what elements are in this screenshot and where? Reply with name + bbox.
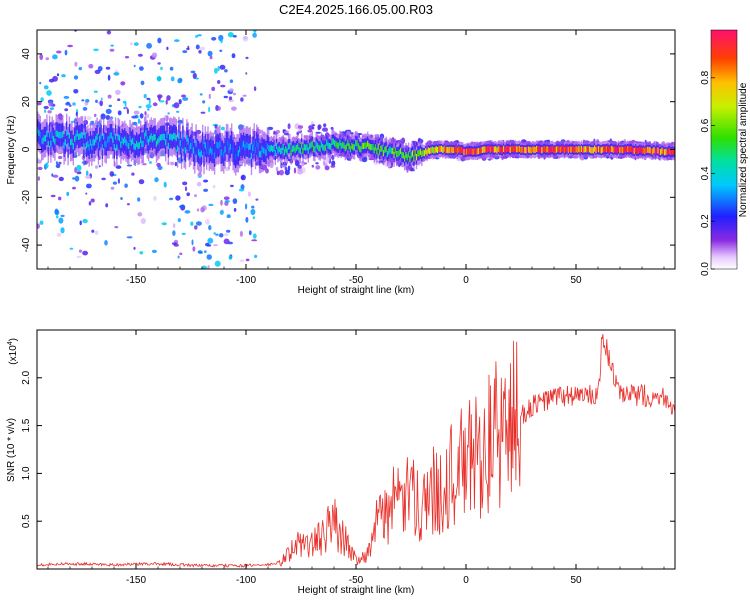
x-tick-label: 50 — [570, 575, 582, 586]
x-tick-label: -100 — [236, 575, 256, 586]
y-tick-label: 40 — [21, 48, 32, 60]
x-tick-label: -150 — [126, 275, 146, 286]
figure-title: C2E4.2025.166.05.00.R03 — [279, 2, 433, 17]
spectrogram-ylabel: Frequency (Hz) — [6, 116, 17, 185]
x-tick-label: 50 — [570, 275, 582, 286]
snr-plot-area — [37, 330, 675, 569]
snr-ticks: -150 -100 -50 0 50 0.5 1.0 1.5 2.0 — [21, 330, 675, 586]
colorbar-ticks: 0.0 0.2 0.4 0.6 0.8 — [700, 70, 715, 276]
x-tick-label: -50 — [349, 575, 364, 586]
x-tick-label: 0 — [463, 275, 469, 286]
snr-multiplier-close: ) — [8, 338, 19, 341]
y-tick-label: 1.0 — [21, 466, 32, 480]
colorbar-tick-label: 0.4 — [700, 166, 711, 180]
y-tick-label: 0 — [21, 146, 32, 152]
x-tick-label: -150 — [126, 575, 146, 586]
y-tick-label: 1.5 — [21, 418, 32, 432]
colorbar-gradient — [711, 30, 737, 269]
snr-panel: -150 -100 -50 0 50 0.5 1.0 1.5 2.0 Height of str… — [6, 329, 676, 596]
snr-ylabel: SNR (10 * v/v) — [6, 418, 17, 482]
y-tick-label: -20 — [21, 190, 32, 205]
x-tick-label: -100 — [236, 275, 256, 286]
y-tick-label: -40 — [21, 237, 32, 252]
colorbar: 0.0 0.2 0.4 0.6 0.8 Normalized spectral ampl… — [700, 29, 749, 276]
colorbar-tick-label: 0.6 — [700, 118, 711, 132]
snr-multiplier-exp: 4 — [7, 341, 14, 345]
y-tick-label: 20 — [21, 96, 32, 108]
spectrogram-heatmap — [37, 30, 675, 269]
colorbar-tick-label: 0.2 — [700, 214, 711, 228]
y-tick-label: 2.0 — [21, 370, 32, 384]
x-tick-label: 0 — [463, 575, 469, 586]
y-tick-label: 0.5 — [21, 514, 32, 528]
colorbar-tick-label: 0.8 — [700, 70, 711, 84]
spectrogram-ticks: -150 -100 -50 0 50 -40 -20 0 20 40 — [21, 30, 675, 286]
x-tick-label: -50 — [349, 275, 364, 286]
spectrogram-panel: -150 -100 -50 0 50 -40 -20 0 20 40 Height of stra… — [6, 29, 676, 296]
snr-multiplier: (x104) — [7, 338, 19, 365]
colorbar-label: Normalized spectral amplitude — [738, 82, 749, 217]
snr-xlabel: Height of straight line (km) — [298, 585, 415, 596]
spectrogram-xlabel: Height of straight line (km) — [298, 285, 415, 296]
svg-text:(x104): (x104) — [7, 338, 19, 365]
colorbar-tick-label: 0.0 — [700, 262, 711, 276]
colorbar-frame — [710, 29, 738, 270]
snr-series-line — [37, 333, 675, 569]
snr-multiplier-base: (x10 — [8, 345, 19, 365]
